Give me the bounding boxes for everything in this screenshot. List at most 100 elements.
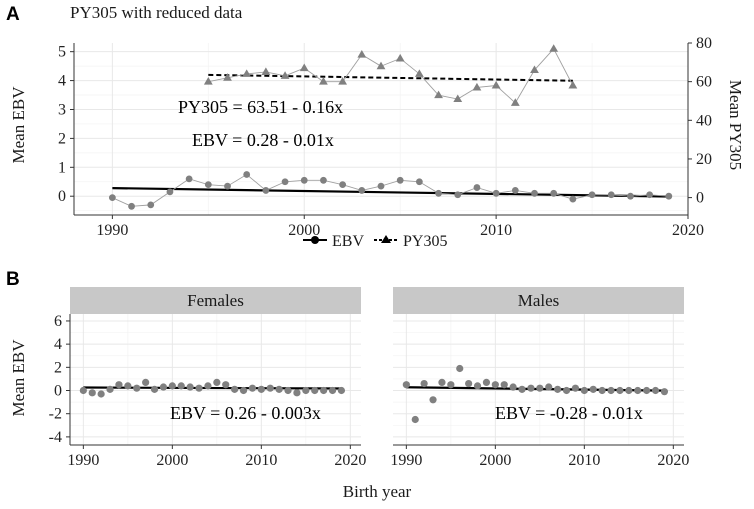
ebv-point (262, 187, 270, 194)
females-point (248, 384, 257, 392)
ebv-point (415, 178, 423, 186)
males-point (518, 385, 526, 393)
males-x-tick-label: 2000 (479, 452, 511, 469)
males-point (643, 386, 651, 395)
panel-a-y-tick-label: 4 (58, 73, 66, 90)
males-point (429, 396, 437, 404)
males-point (411, 415, 419, 424)
females-point (79, 386, 87, 395)
males-point (473, 382, 482, 390)
panel-b-y-tick-label: -4 (49, 429, 62, 446)
ebv-point (607, 191, 615, 199)
females-point (204, 382, 212, 390)
females-point (337, 386, 346, 395)
panel-a-series (108, 44, 673, 210)
ebv-point (166, 188, 174, 196)
ebv-point (358, 187, 366, 194)
py305-point (414, 69, 424, 77)
panel-b-letter: B (6, 269, 20, 290)
females-point (275, 385, 283, 393)
panel-b-y-ticks: -4 -2 0 2 4 6 (49, 313, 62, 446)
females-point (186, 383, 194, 391)
panel-b-y-tick-label: 2 (54, 359, 62, 376)
py305-point (280, 71, 290, 79)
ebv-point (185, 175, 193, 183)
ebv-point (435, 189, 442, 197)
py305-point (453, 94, 463, 103)
panel-b-grid (66, 314, 684, 449)
ebv-point (511, 187, 519, 194)
py305-point (510, 98, 520, 106)
panel-a-y-axis-title: Mean EBV (9, 86, 28, 164)
panel-b-y-tick-label: 6 (54, 313, 62, 330)
py305-point (568, 80, 578, 89)
panel-a-y-tick-label: 2 (58, 130, 66, 147)
ebv-fit-line (112, 187, 669, 198)
males-point (625, 386, 633, 395)
ebv-point (531, 189, 538, 197)
males-point (420, 379, 428, 388)
panel-a-py305-equation: PY305 = 63.51 - 0.16x (178, 97, 343, 117)
panel-a-y2-tick-label: 0 (696, 190, 704, 207)
ebv-point (396, 176, 404, 184)
females-point (239, 386, 248, 395)
ebv-point (147, 201, 155, 209)
py305-point (549, 44, 559, 52)
py305-point (223, 73, 232, 81)
males-point (598, 386, 606, 395)
panel-a-letter: A (6, 4, 20, 25)
females-point (311, 386, 319, 395)
py305-point (395, 53, 405, 62)
males-point (562, 386, 571, 395)
males-point (554, 385, 562, 393)
panel-b-y-tick-label: -2 (49, 406, 62, 423)
panel-a-y2-ticks: 0 20 40 60 80 (696, 35, 712, 207)
females-point (133, 384, 141, 392)
males-point (465, 379, 473, 388)
females-point (284, 386, 292, 395)
ebv-point (281, 178, 289, 186)
panel-a-y-tick-label: 3 (58, 101, 66, 118)
panel-a-x-ticks: 1990 2000 2010 2020 (96, 222, 704, 239)
females-point (213, 378, 221, 386)
males-point (402, 381, 410, 389)
panel-a-x-tick-label: 1990 (96, 222, 128, 239)
panel-a-y-ticks: 0 1 2 3 4 5 (58, 44, 66, 206)
py305-point (299, 63, 309, 72)
females-point (195, 384, 203, 392)
py305-point (338, 77, 348, 85)
males-x-ticks: 1990 2000 2010 2020 (390, 452, 689, 469)
females-point (266, 384, 274, 392)
females-point (177, 382, 185, 390)
males-point (545, 383, 553, 391)
ebv-point (569, 195, 577, 203)
panel-a-x-tick-label: 2010 (480, 222, 512, 239)
females-point (328, 386, 337, 395)
panel-a-ebv-equation: EBV = 0.28 - 0.01x (192, 130, 334, 150)
py305-connector-line (208, 48, 574, 104)
py305-point (357, 49, 367, 58)
py305-point (203, 77, 213, 85)
females-point (222, 381, 230, 389)
ebv-point (627, 192, 634, 200)
females-x-ticks: 1990 2000 2010 2020 (67, 452, 366, 469)
males-point (634, 386, 642, 395)
males-point (491, 381, 499, 389)
males-point (660, 388, 669, 396)
panel-a-title: PY305 with reduced data (70, 3, 243, 22)
ebv-point (646, 191, 654, 199)
panel-a-y-tick-label: 5 (58, 44, 66, 61)
males-point (651, 386, 660, 395)
ebv-point (473, 184, 481, 191)
ebv-point (588, 191, 596, 199)
females-x-tick-label: 2020 (334, 452, 366, 469)
males-point (527, 384, 535, 392)
ebv-point (454, 191, 462, 199)
males-point (536, 384, 544, 392)
males-strip (393, 287, 684, 314)
females-strip-label: Females (187, 291, 244, 310)
males-point (571, 384, 580, 392)
ebv-point (320, 176, 327, 184)
males-point (616, 386, 624, 395)
